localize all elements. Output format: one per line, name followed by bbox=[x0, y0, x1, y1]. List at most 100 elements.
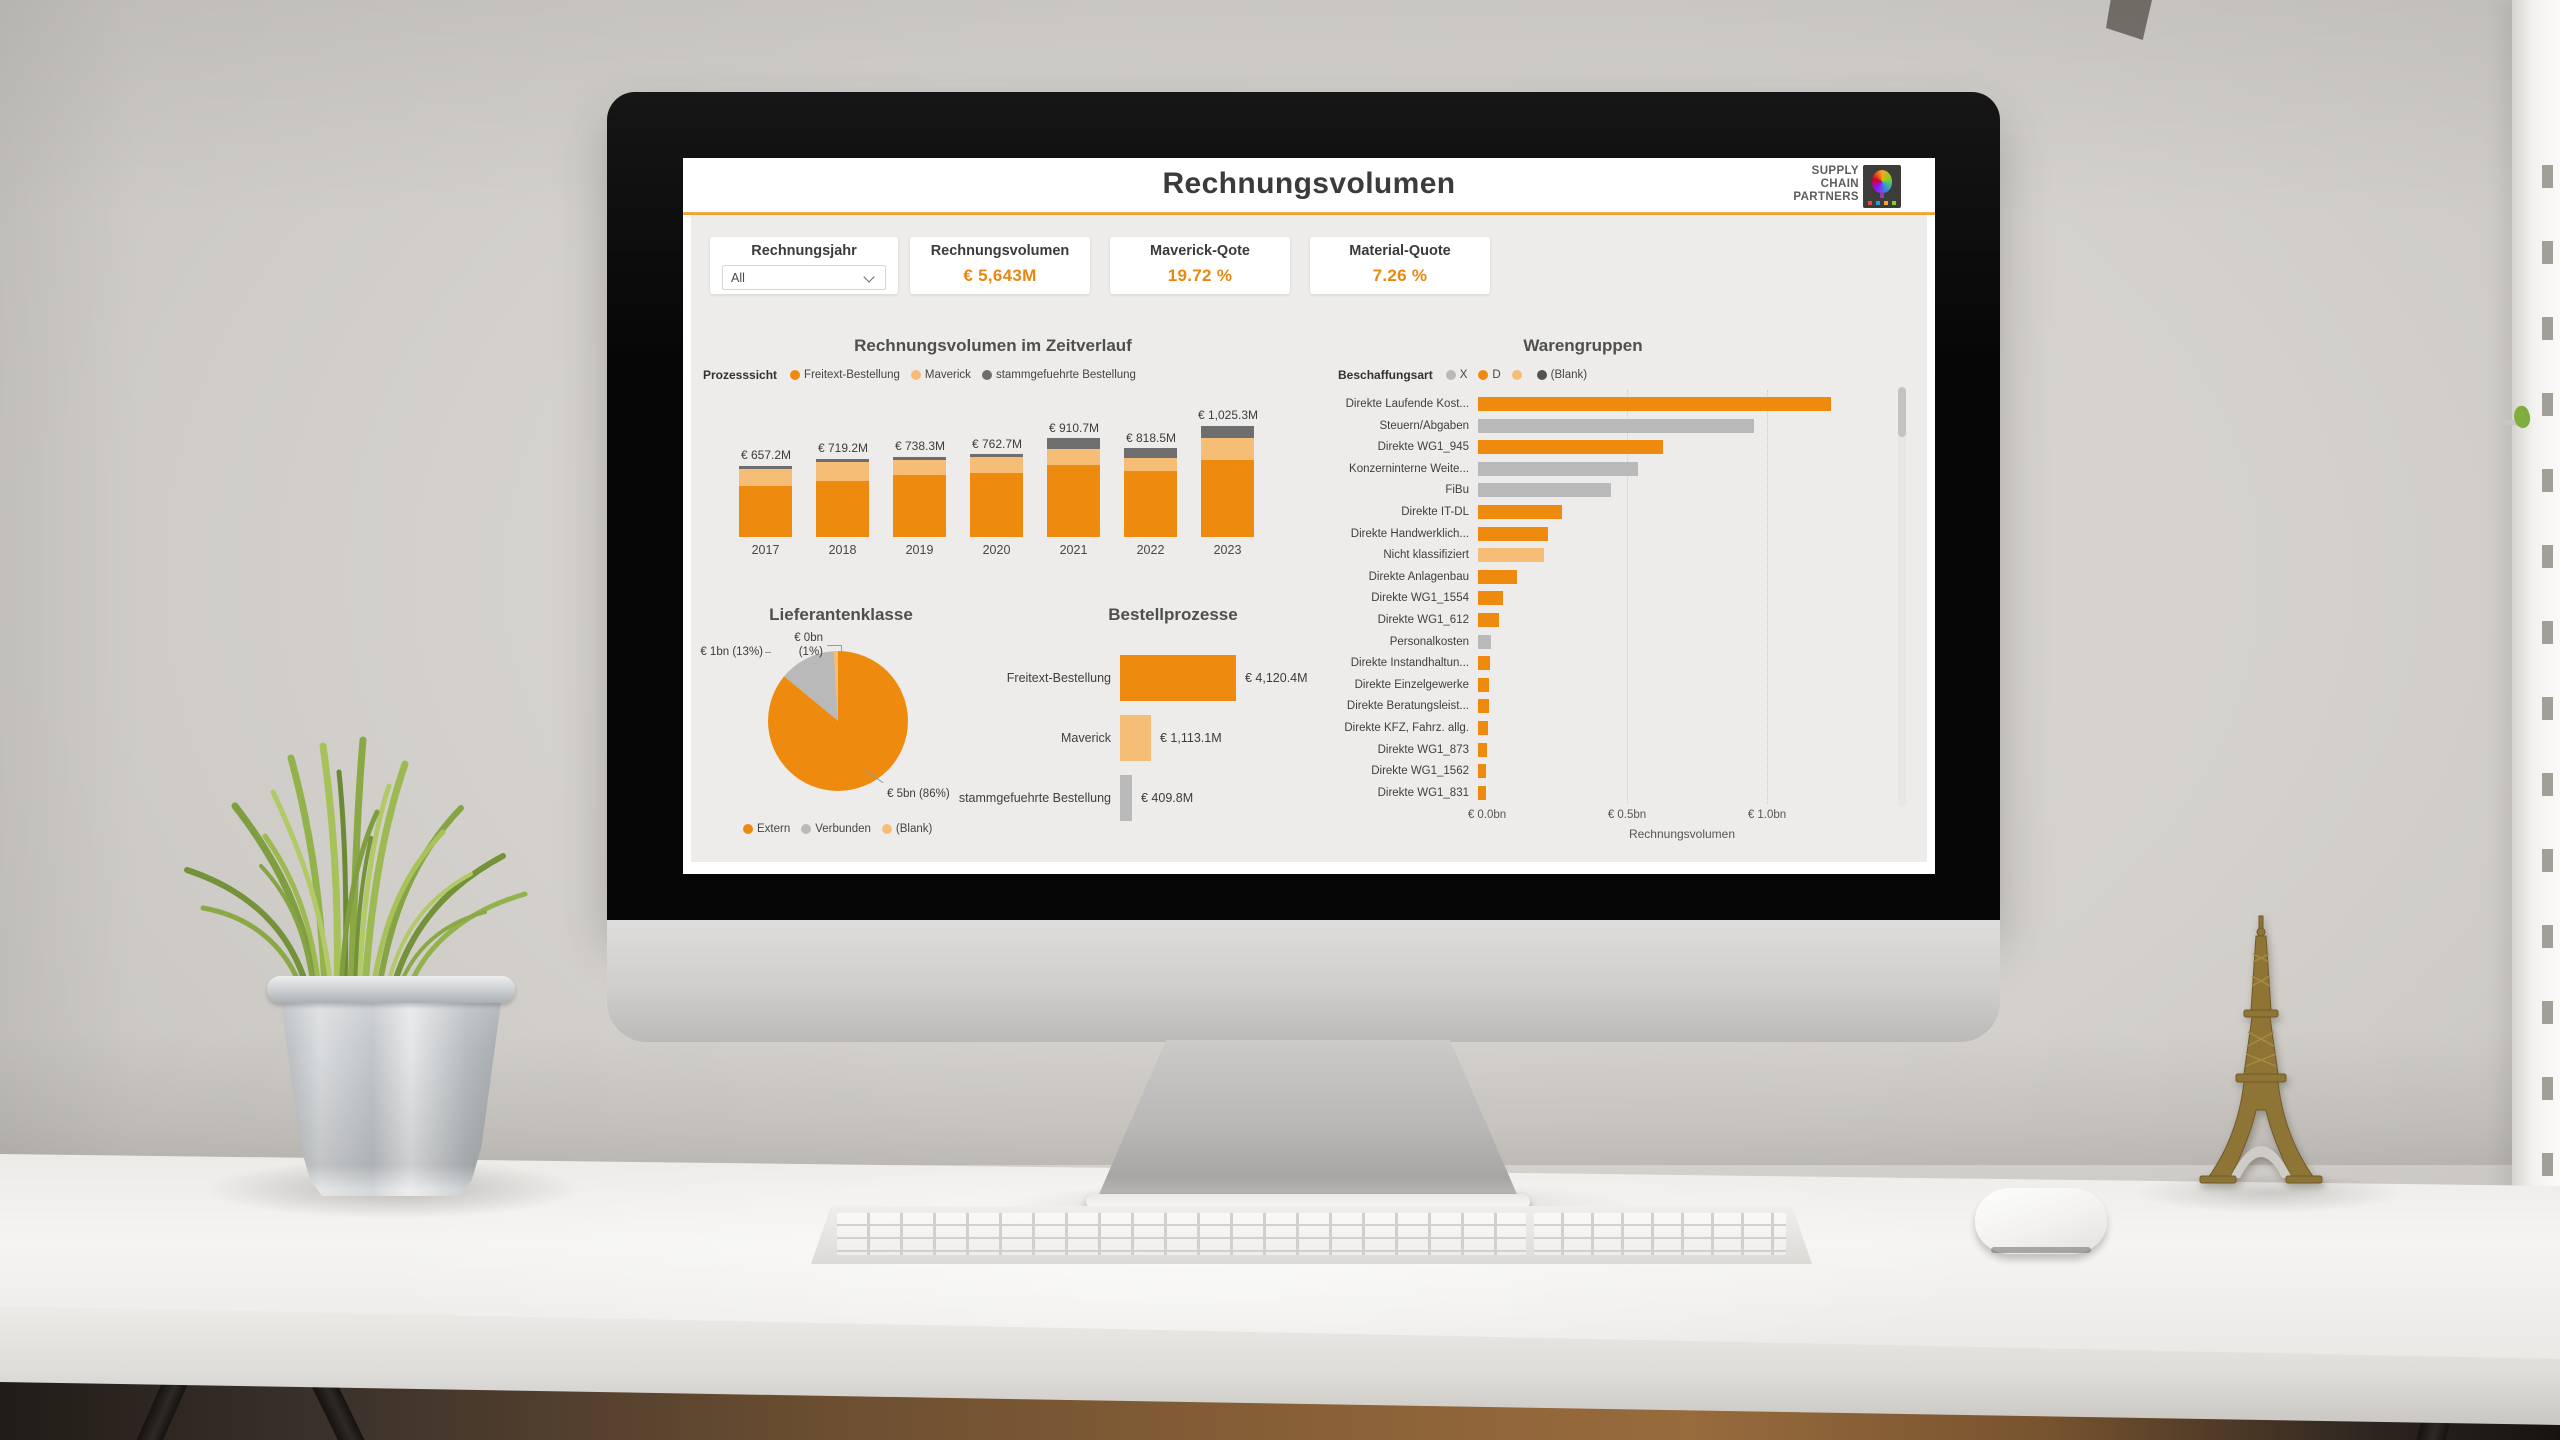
warengruppen-bar[interactable] bbox=[1478, 591, 1503, 606]
warengruppen-bar[interactable] bbox=[1478, 613, 1499, 627]
bar-segment-Freitext-Bestellung[interactable] bbox=[1201, 460, 1254, 537]
bar-segment-Freitext-Bestellung[interactable] bbox=[1124, 471, 1177, 537]
legend-item[interactable]: Verbunden bbox=[801, 823, 871, 835]
warengruppen-bar[interactable] bbox=[1478, 483, 1611, 498]
bestellprozesse-bar[interactable] bbox=[1120, 655, 1236, 701]
bar-segment-stammgefuehrte Bestellung[interactable] bbox=[739, 466, 792, 469]
year-filter-dropdown[interactable]: All bbox=[722, 265, 886, 290]
warengruppen-bar[interactable] bbox=[1478, 569, 1517, 584]
warengruppen-bar[interactable] bbox=[1478, 699, 1489, 714]
bar-segment-Maverick[interactable] bbox=[816, 462, 869, 481]
monitor-stand bbox=[1093, 1040, 1523, 1208]
warengruppen-title: Warengruppen bbox=[1523, 336, 1643, 355]
category-label: Direkte WG1_612 bbox=[1377, 614, 1469, 626]
category-label: Konzerninterne Weite... bbox=[1349, 462, 1469, 475]
warengruppen-bar[interactable] bbox=[1478, 418, 1754, 433]
warengruppen-row: Direkte Beratungsleist... bbox=[1308, 699, 1489, 714]
eiffel-tower-figurine bbox=[2199, 915, 2323, 1184]
data-label: € 4,120.4M bbox=[1245, 671, 1308, 685]
bar-segment-stammgefuehrte Bestellung[interactable] bbox=[816, 459, 869, 462]
bestellprozesse-row: Freitext-Bestellung € 4,120.4M bbox=[920, 655, 1308, 701]
legend-dot bbox=[790, 370, 801, 380]
bar-segment-Maverick[interactable] bbox=[1201, 438, 1254, 460]
chart-scrollbar-thumb[interactable] bbox=[1898, 387, 1906, 437]
warengruppen-row: Personalkosten bbox=[1308, 634, 1491, 649]
bar-segment-Freitext-Bestellung[interactable] bbox=[970, 473, 1023, 537]
category-label: FiBu bbox=[1445, 484, 1469, 497]
lieferantenklasse-pie[interactable] bbox=[768, 651, 908, 791]
bar-segment-Maverick[interactable] bbox=[739, 469, 792, 486]
warengruppen-bar[interactable] bbox=[1478, 548, 1544, 563]
bestellprozesse-bar[interactable] bbox=[1120, 775, 1132, 821]
gridline bbox=[1767, 390, 1768, 804]
warengruppen-bar[interactable] bbox=[1478, 526, 1548, 541]
legend-item[interactable]: Freitext-Bestellung bbox=[790, 369, 900, 381]
kpi-value: € 5,643M bbox=[963, 266, 1037, 285]
category-label: Direkte WG1_945 bbox=[1377, 441, 1469, 454]
legend-item[interactable]: D bbox=[1478, 369, 1501, 381]
stacked-bar-2019[interactable]: € 738.3M 2019 bbox=[893, 355, 946, 557]
stacked-bar-2022[interactable]: € 818.5M 2022 bbox=[1124, 355, 1177, 557]
x-axis-tick: € 0.5bn bbox=[1607, 809, 1647, 821]
x-axis-tick: € 1.0bn bbox=[1747, 809, 1787, 821]
category-label: Maverick bbox=[1060, 731, 1111, 745]
legend-item[interactable]: stammgefuehrte Bestellung bbox=[981, 369, 1136, 381]
legend-item[interactable]: Extern bbox=[743, 823, 790, 835]
x-axis-label: 2023 bbox=[1213, 543, 1242, 557]
warengruppen-bar[interactable] bbox=[1478, 397, 1831, 411]
bar-segment-Freitext-Bestellung[interactable] bbox=[816, 481, 869, 537]
mouse[interactable] bbox=[1975, 1188, 2107, 1254]
warengruppen-row: Direkte WG1_873 bbox=[1308, 742, 1487, 757]
warengruppen-bar[interactable] bbox=[1478, 461, 1638, 476]
bestellprozesse-row: stammgefuehrte Bestellung € 409.8M bbox=[920, 775, 1193, 821]
legend-item[interactable] bbox=[1511, 370, 1526, 380]
warengruppen-bar[interactable] bbox=[1478, 634, 1491, 649]
category-label: Direkte KFZ, Fahrz. allg. bbox=[1344, 722, 1469, 734]
legend-item[interactable]: (Blank) bbox=[1536, 369, 1587, 381]
warengruppen-row: Direkte Instandhaltun... bbox=[1308, 656, 1490, 671]
stacked-bar-2018[interactable]: € 719.2M 2018 bbox=[816, 355, 869, 557]
stacked-bar-2023[interactable]: € 1,025.3M 2023 bbox=[1198, 355, 1258, 557]
bar-segment-Maverick[interactable] bbox=[1124, 458, 1177, 471]
category-label: Direkte Handwerklich... bbox=[1350, 527, 1469, 540]
category-label: Direkte Beratungsleist... bbox=[1346, 700, 1469, 713]
bar-segment-Freitext-Bestellung[interactable] bbox=[1047, 465, 1100, 537]
warengruppen-bar[interactable] bbox=[1478, 764, 1486, 779]
warengruppen-row: Direkte Einzelgewerke bbox=[1308, 677, 1489, 692]
data-label: € 762.7M bbox=[971, 437, 1023, 451]
legend-item[interactable]: Maverick bbox=[910, 369, 971, 381]
warengruppen-bar[interactable] bbox=[1478, 677, 1489, 692]
warengruppen-bar[interactable] bbox=[1478, 785, 1486, 800]
stacked-bar-2021[interactable]: € 910.7M 2021 bbox=[1047, 355, 1100, 557]
page-title: Rechnungsvolumen bbox=[1162, 167, 1456, 200]
bar-segment-stammgefuehrte Bestellung[interactable] bbox=[1047, 438, 1100, 449]
legend-dot bbox=[743, 824, 753, 834]
category-label: Direkte Laufende Kost... bbox=[1345, 398, 1469, 410]
gridline bbox=[1627, 390, 1628, 804]
bar-segment-stammgefuehrte Bestellung[interactable] bbox=[1201, 426, 1254, 438]
bar-segment-stammgefuehrte Bestellung[interactable] bbox=[1124, 448, 1177, 458]
bar-segment-Maverick[interactable] bbox=[893, 460, 946, 475]
x-axis-title: Rechnungsvolumen bbox=[1628, 827, 1736, 841]
bar-segment-stammgefuehrte Bestellung[interactable] bbox=[893, 457, 946, 460]
bar-segment-Maverick[interactable] bbox=[970, 457, 1023, 473]
bar-segment-Freitext-Bestellung[interactable] bbox=[893, 475, 946, 537]
warengruppen-bar[interactable] bbox=[1478, 505, 1562, 519]
stacked-bar-2020[interactable]: € 762.7M 2020 bbox=[970, 355, 1023, 557]
warengruppen-bar[interactable] bbox=[1478, 440, 1663, 455]
category-label: Direkte IT-DL bbox=[1401, 506, 1469, 518]
warengruppen-bar[interactable] bbox=[1478, 656, 1490, 671]
warengruppen-row: Direkte IT-DL bbox=[1308, 505, 1562, 519]
dashboard-header: Rechnungsvolumen SUPPLY CHAIN PARTNERS bbox=[683, 158, 1935, 212]
warengruppen-bar[interactable] bbox=[1478, 742, 1487, 757]
bar-segment-stammgefuehrte Bestellung[interactable] bbox=[970, 454, 1023, 457]
bar-segment-Maverick[interactable] bbox=[1047, 449, 1100, 465]
legend-item[interactable]: (Blank) bbox=[881, 823, 932, 835]
bar-segment-Freitext-Bestellung[interactable] bbox=[739, 486, 792, 537]
warengruppen-bar[interactable] bbox=[1478, 721, 1488, 735]
stacked-bar-2017[interactable]: € 657.2M 2017 bbox=[739, 355, 792, 557]
data-label: € 738.3M bbox=[894, 439, 946, 453]
bestellprozesse-bar[interactable] bbox=[1120, 715, 1151, 761]
keyboard[interactable] bbox=[811, 1206, 1812, 1264]
legend-item[interactable]: X bbox=[1445, 369, 1467, 381]
